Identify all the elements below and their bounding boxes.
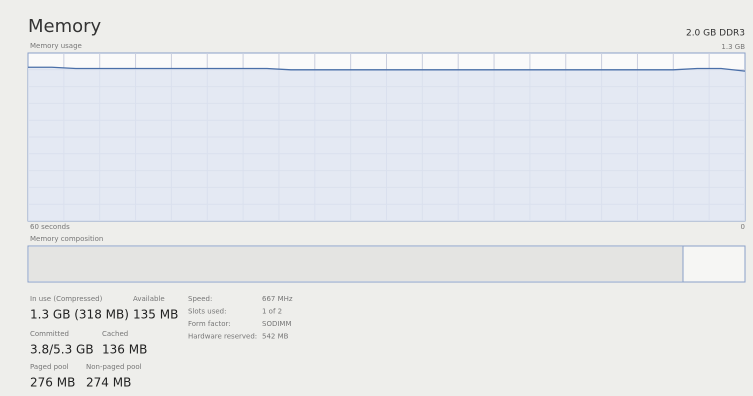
page: Memory 2.0 GB DDR3 Memory usage 60 secon… bbox=[0, 0, 753, 396]
title: Memory bbox=[28, 16, 102, 37]
stat-value: 274 MB bbox=[86, 376, 131, 390]
stat-value: 136 MB bbox=[102, 343, 147, 357]
stat-label: In use (Compressed) bbox=[30, 295, 103, 303]
composition-label: Memory composition bbox=[30, 235, 103, 243]
x-label: 60 seconds bbox=[30, 223, 70, 231]
stat-label: Paged pool bbox=[30, 363, 69, 371]
stat-label: Non-paged pool bbox=[86, 363, 142, 371]
in-use-segment bbox=[29, 247, 683, 281]
stat-label: Available bbox=[133, 295, 165, 303]
usage-graph bbox=[28, 53, 745, 221]
stat-label: Committed bbox=[30, 330, 69, 338]
usage-area bbox=[28, 67, 745, 221]
stat-value: 1.3 GB (318 MB) bbox=[30, 308, 129, 322]
detail-label: Form factor: bbox=[188, 320, 231, 328]
detail-label: Speed: bbox=[188, 295, 212, 303]
detail-value: SODIMM bbox=[262, 320, 292, 328]
detail-value: 1 of 2 bbox=[262, 308, 282, 316]
y-tick-label: 1.3 GB bbox=[721, 43, 745, 51]
memory-panel: Memory 2.0 GB DDR3 Memory usage 60 secon… bbox=[0, 0, 753, 396]
spec: 2.0 GB DDR3 bbox=[686, 29, 745, 39]
detail-value: 667 MHz bbox=[262, 295, 293, 303]
stat-label: Cached bbox=[102, 330, 128, 338]
stat-value: 135 MB bbox=[133, 308, 178, 322]
stat-value: 3.8/5.3 GB bbox=[30, 343, 94, 357]
detail-label: Hardware reserved: bbox=[188, 333, 257, 341]
graph-label: Memory usage bbox=[30, 42, 82, 50]
stat-value: 276 MB bbox=[30, 376, 75, 390]
y-tick-label: 0 bbox=[741, 223, 745, 231]
detail-value: 542 MB bbox=[262, 333, 289, 341]
detail-label: Slots used: bbox=[188, 308, 226, 316]
